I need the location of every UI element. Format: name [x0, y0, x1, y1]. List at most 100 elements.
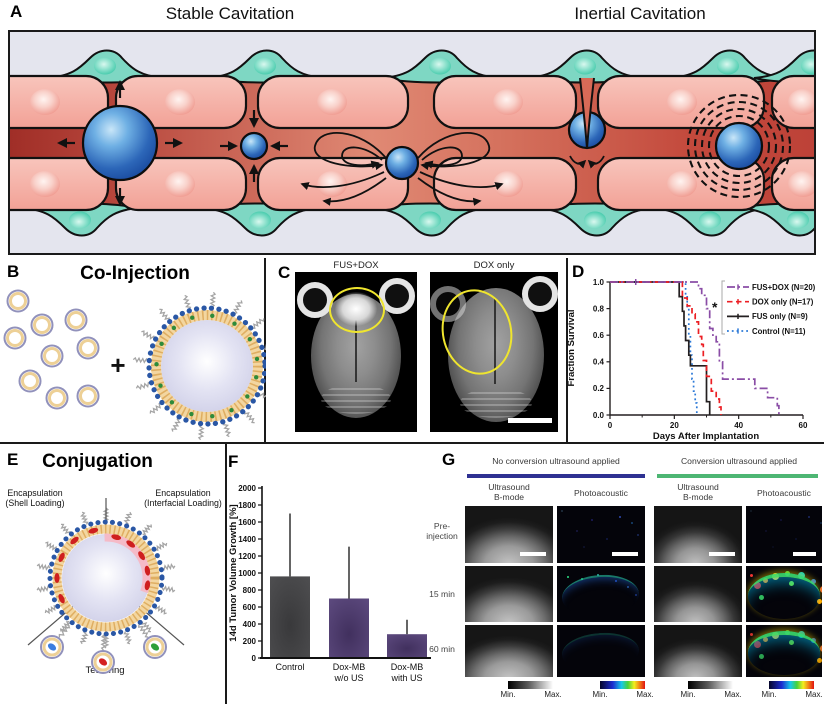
y-tick-label: 800 [243, 586, 257, 595]
cerebellum [321, 384, 391, 414]
divider-b-c [264, 258, 266, 442]
survival-chart: 0.0 0.2 0.4 0.6 0.8 1.0 0 20 40 60 Fraction Surviv… [566, 278, 816, 442]
panel-g-label: G [442, 450, 456, 469]
colorbar-gray [508, 681, 553, 689]
liposome [45, 386, 69, 410]
endothelial-cells [10, 74, 814, 212]
column-header-bmode: Ultrasound B-mode [677, 482, 719, 502]
g-image-r2c2-bmode [654, 625, 742, 677]
liposome [30, 313, 54, 337]
tumor-outline [329, 287, 385, 333]
colorbar-max-label: Max. [544, 690, 562, 699]
panel-a-label: A [10, 2, 23, 21]
y-tick-label: 1000 [238, 569, 256, 578]
scale-bar [793, 552, 816, 557]
x-tick-label: 40 [734, 421, 743, 430]
row-label-0: Pre-injection [426, 521, 458, 541]
panel-c-label: C [278, 263, 291, 282]
colorbar-min-label: Min. [500, 690, 516, 699]
significance-bracket [721, 280, 725, 335]
liposome [3, 326, 27, 350]
microbubble-large [132, 291, 266, 441]
group-header-no-conversion: No conversion ultrasound applied [492, 456, 620, 466]
brain-midline [494, 298, 496, 384]
y-tick-label: 1800 [238, 501, 256, 510]
y-tick-label: 0.0 [593, 411, 605, 420]
g-image-r1c2-bmode [654, 566, 742, 622]
ear-left [430, 286, 466, 322]
mri-title-dox-only: DOX only [473, 260, 515, 271]
tethered-liposome [40, 635, 64, 659]
panel-b-label: B [7, 262, 20, 281]
category-label: Control [275, 662, 304, 672]
row-label-1: 15 min [429, 589, 455, 599]
group-underline-green [657, 474, 818, 478]
stable-cavitation-title: Stable Cavitation [165, 4, 295, 23]
bar-0 [270, 576, 310, 658]
mri-title-fus-dox: FUS+DOX [333, 260, 379, 271]
interfacial-loading-line2: (Interfacial Loading) [144, 498, 222, 508]
scale-bar [519, 552, 546, 557]
divider-horizontal [0, 442, 824, 444]
inertial-cavitation-title: Inertial Cavitation [574, 4, 706, 23]
legend-label: FUS only (N=9) [752, 312, 808, 321]
group-header-conversion: Conversion ultrasound applied [680, 456, 798, 466]
drug-liposomes [3, 289, 100, 410]
liposome [6, 289, 30, 313]
panel-a-illustration [8, 30, 816, 255]
ear-left [297, 282, 333, 318]
g-image-r1c1-photoacoustic [557, 566, 645, 622]
scale-bar [508, 418, 552, 423]
survival-curve [610, 281, 722, 415]
group-underline-blue [467, 474, 645, 478]
brain-midline [355, 302, 357, 382]
conjugation-illustration [27, 498, 185, 674]
shell-loading-line2: (Shell Loading) [5, 498, 65, 508]
g-image-r0c0-bmode [465, 506, 553, 563]
legend-label: Control (N=11) [752, 327, 806, 336]
category-label: Dox-MB [333, 662, 366, 672]
g-image-r2c1-photoacoustic [557, 625, 645, 677]
y-tick-label: 0.8 [593, 304, 605, 313]
ear-right [522, 276, 558, 312]
x-axis-label: Days After Implantation [653, 431, 759, 442]
colorbar-max-label: Max. [636, 690, 654, 699]
co-injection-illustration [3, 289, 266, 441]
colorbar-max-label: Max. [724, 690, 742, 699]
plus-sign: + [110, 350, 126, 380]
column-header-bmode: Ultrasound B-mode [488, 482, 530, 502]
y-axis-label: Fraction Survival [566, 309, 577, 386]
y-tick-label: 1200 [238, 552, 256, 561]
category-label: with US [390, 673, 422, 683]
category-label: w/o US [333, 673, 363, 683]
tethered-liposome [91, 650, 115, 674]
microbubble-compressed [220, 110, 288, 182]
colorbar-min-label: Min. [592, 690, 608, 699]
g-image-r0c3-photoacoustic [746, 506, 822, 563]
liposome [76, 336, 100, 360]
column-header-photoacoustic: Photoacoustic [757, 488, 811, 498]
y-tick-label: 400 [243, 620, 257, 629]
microbubble-expanding [56, 79, 184, 207]
y-tick-label: 0.2 [593, 384, 605, 393]
survival-curve [610, 281, 698, 415]
colorbar-jet [600, 681, 645, 689]
y-tick-label: 2000 [238, 484, 256, 493]
g-image-r0c2-bmode [654, 506, 742, 563]
g-image-r2c0-bmode [465, 625, 553, 677]
microbubble-jetting [567, 77, 607, 169]
liposome [18, 369, 42, 393]
scale-bar [708, 552, 735, 557]
y-tick-label: 1600 [238, 518, 256, 527]
y-tick-label: 0 [252, 654, 257, 663]
g-image-r0c1-photoacoustic [557, 506, 645, 563]
conjugation-title: Conjugation [42, 451, 153, 472]
microbubble-microstreaming [300, 132, 504, 206]
y-tick-label: 1400 [238, 535, 256, 544]
x-tick-label: 60 [799, 421, 808, 430]
mri-image-dox-only [430, 272, 558, 432]
colorbar-jet [769, 681, 814, 689]
g-image-r1c0-bmode [465, 566, 553, 622]
bar-2 [387, 634, 427, 658]
